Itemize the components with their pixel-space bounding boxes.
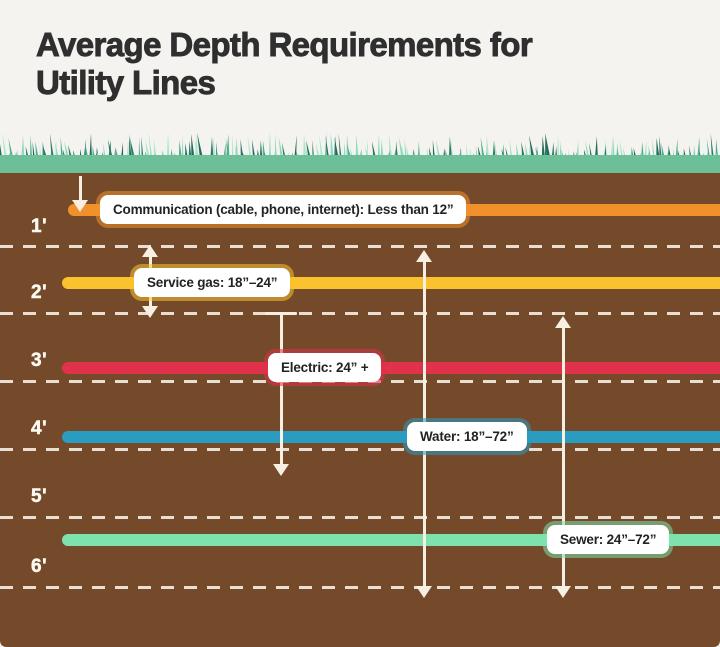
arrow-head-up [416, 250, 432, 262]
page-title: Average Depth Requirements for Utility L… [36, 26, 676, 102]
depth-tick-label: 3' [31, 350, 48, 372]
depth-tick-label: 5' [31, 486, 48, 508]
depth-tick-label: 4' [31, 418, 48, 440]
depth-tick-label: 6' [31, 556, 48, 578]
arrow-shaft [78, 176, 82, 200]
callout-electric[interactable]: Electric: 24” + [268, 353, 382, 382]
utility-line-water [62, 431, 720, 443]
page-title-line-2: Utility Lines [36, 64, 217, 102]
soil-cross-section: 1' 2' 3' 4' 5' 6' Communication (cable, phone… [0, 173, 720, 647]
arrow-head-down [273, 464, 289, 476]
depth-gridline-1ft [0, 245, 720, 248]
callout-service-gas[interactable]: Service gas: 18”–24” [134, 268, 291, 297]
callout-sewer[interactable]: Sewer: 24”–72” [547, 525, 670, 554]
arrow-head-down [142, 306, 158, 318]
callout-communication[interactable]: Communication (cable, phone, internet): … [100, 195, 467, 224]
arrow-head-down [416, 586, 432, 598]
depth-tick-label: 1' [31, 216, 48, 238]
grass-base [0, 155, 720, 173]
depth-gridline-6ft [0, 586, 720, 589]
arrow-head-down [72, 200, 88, 212]
arrow-head-down [555, 586, 571, 598]
depth-gridline-4ft [0, 448, 720, 451]
grass-band [0, 131, 720, 173]
arrow-head-up [555, 316, 571, 328]
utility-line-electric [62, 362, 720, 374]
arrow-shaft [279, 312, 283, 464]
depth-gridline-5ft [0, 516, 720, 519]
depth-gridline-2ft [0, 312, 720, 315]
page-title-line-1: Average Depth Requirements for [36, 26, 534, 64]
depth-tick-label: 2' [31, 282, 48, 304]
arrow-shaft [561, 328, 565, 586]
arrow-head-up [142, 245, 158, 257]
callout-water[interactable]: Water: 18”–72” [407, 422, 527, 451]
